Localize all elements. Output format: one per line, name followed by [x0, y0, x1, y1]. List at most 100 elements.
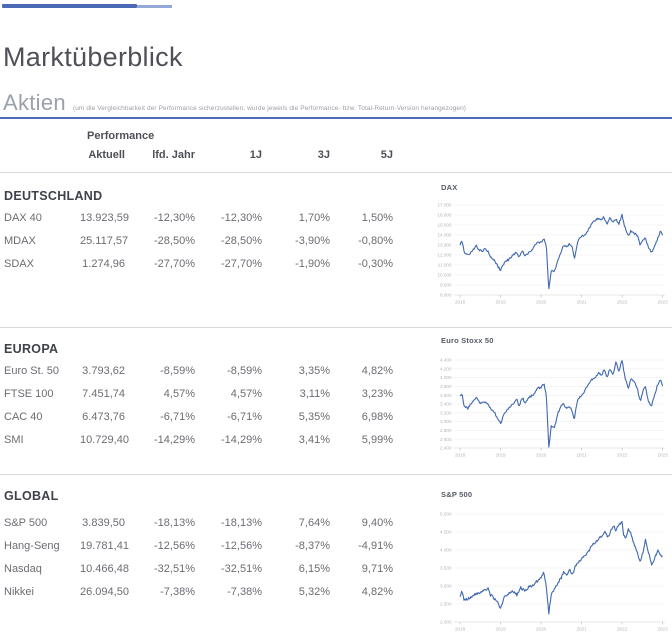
cell-value: 5,99%	[361, 434, 393, 446]
cell-value: -8,37%	[295, 540, 330, 552]
cell-value: -8,59%	[160, 365, 195, 377]
blue-divider	[0, 117, 672, 119]
y-axis-label: 17.000	[437, 203, 451, 208]
cell-value: -4,91%	[358, 540, 393, 552]
row-label: SDAX	[4, 258, 34, 270]
column-header-1: Aktuell	[88, 149, 125, 161]
cell-value: 3,41%	[298, 434, 330, 446]
aktien-section-header: Aktien (um die Vergleichbarkeit der Perf…	[3, 90, 663, 116]
performance-group-header: Performance	[87, 130, 155, 142]
y-axis-label: 14.000	[437, 233, 451, 238]
cell-value: 4,82%	[361, 586, 393, 598]
cell-value: 1,50%	[361, 212, 393, 224]
y-axis-label: 11.000	[438, 263, 452, 268]
cell-value: -6,71%	[227, 411, 262, 423]
row-label: SMI	[4, 434, 24, 446]
cell-value: -14,29%	[154, 434, 195, 446]
x-axis-label: 2023	[657, 300, 668, 305]
cell-value: -27,70%	[221, 258, 262, 270]
x-axis-label: 2022	[617, 627, 628, 632]
y-axis-label: 3.200	[440, 410, 452, 415]
line-chart-1: 2.400 2.600 2.800 3.000 3.200 3.400 3.600 3.800…	[440, 358, 668, 458]
cell-value: 13.923,59	[80, 212, 129, 224]
row-label: Nasdaq	[4, 563, 42, 575]
y-axis-label: 2.600	[440, 437, 452, 442]
y-axis-label: 2.400	[440, 446, 452, 451]
y-axis-label: 4.000	[440, 375, 452, 380]
table-rows-global: S&P 500 3.839,50 -18,13% -18,13% 7,64% 9,40% H…	[4, 512, 396, 604]
row-label: Nikkei	[4, 586, 34, 598]
page-title: Marktüberblick	[3, 42, 183, 72]
y-axis-label: 12.000	[437, 253, 451, 258]
cell-value: -12,30%	[221, 212, 262, 224]
cell-value: 6,98%	[361, 411, 393, 423]
x-axis-label: 2019	[495, 453, 506, 458]
cell-value: 9,71%	[361, 563, 393, 575]
y-axis-label: 3.600	[440, 393, 452, 398]
cell-value: 19.781,41	[80, 540, 129, 552]
cell-value: 1,70%	[298, 212, 330, 224]
y-axis-label: 4.000	[440, 548, 452, 553]
cell-value: -12,30%	[154, 212, 195, 224]
cell-value: 3.793,62	[82, 365, 125, 377]
cell-value: 7.451,74	[82, 388, 125, 400]
cell-value: 3,11%	[299, 388, 330, 400]
cell-value: -12,56%	[221, 540, 262, 552]
cell-value: -3,90%	[295, 235, 330, 247]
x-axis-label: 2021	[576, 453, 587, 458]
cell-value: -7,38%	[160, 586, 195, 598]
cell-value: -0,30%	[358, 258, 393, 270]
y-axis-label: 2.000	[440, 620, 452, 625]
row-label: CAC 40	[4, 411, 43, 423]
y-axis-label: 3.800	[440, 384, 452, 389]
cell-value: -7,38%	[227, 586, 262, 598]
x-axis-label: 2022	[617, 453, 628, 458]
y-axis-label: 10.000	[437, 273, 451, 278]
row-label: S&P 500	[4, 517, 48, 529]
cell-value: -28,50%	[221, 235, 262, 247]
x-axis-label: 2020	[536, 453, 547, 458]
table-rows-europa: Euro St. 50 3.793,62 -8,59% -8,59% 3,35% 4,82…	[4, 360, 396, 452]
cell-value: 5,35%	[298, 411, 330, 423]
row-label: Hang-Seng	[4, 540, 60, 552]
y-axis-label: 3.000	[440, 419, 452, 424]
y-axis-label: 5.000	[440, 512, 452, 517]
cell-value: 26.094,50	[80, 586, 129, 598]
y-axis-label: 8.000	[440, 293, 452, 298]
cell-value: -0,80%	[358, 235, 393, 247]
section-heading-europa: EUROPA	[4, 342, 59, 356]
cell-value: 3.839,50	[82, 517, 125, 529]
row-label: MDAX	[4, 235, 36, 247]
x-axis-label: 2018	[455, 627, 466, 632]
cell-value: -14,29%	[221, 434, 262, 446]
column-header-5: 5J	[380, 149, 393, 161]
y-axis-label: 2.800	[440, 428, 452, 433]
section-divider	[0, 172, 672, 173]
y-axis-label: 15.000	[437, 223, 451, 228]
line-chart-2: 2.000 2.500 3.000 3.500 4.000 4.500 5.000 2018 2…	[440, 512, 668, 632]
row-label: FTSE 100	[4, 388, 54, 400]
section-divider	[0, 327, 672, 328]
cell-value: 7,64%	[298, 517, 330, 529]
y-axis-label: 4.400	[440, 358, 452, 363]
cell-value: 4,82%	[361, 365, 393, 377]
cell-value: -28,50%	[154, 235, 195, 247]
cell-value: 5,32%	[298, 586, 330, 598]
x-axis-label: 2020	[536, 300, 547, 305]
line-chart-0: 8.000 9.000 10.000 11.000 12.000 13.000 14.000…	[437, 203, 668, 305]
chart-title-2: S&P 500	[441, 490, 473, 499]
cell-value: -18,13%	[154, 517, 195, 529]
cell-value: -32,51%	[154, 563, 195, 575]
chart-series-line	[459, 521, 663, 615]
x-axis-label: 2020	[536, 627, 547, 632]
cell-value: -18,13%	[221, 517, 262, 529]
y-axis-label: 4.500	[440, 530, 452, 535]
x-axis-label: 2023	[657, 453, 668, 458]
cell-value: -8,59%	[227, 365, 262, 377]
cell-value: 10.466,48	[80, 563, 129, 575]
cell-value: 9,40%	[361, 517, 393, 529]
x-axis-label: 2018	[455, 453, 466, 458]
y-axis-label: 3.400	[440, 402, 452, 407]
cell-value: 1.274,96	[82, 258, 125, 270]
x-axis-label: 2018	[455, 300, 466, 305]
